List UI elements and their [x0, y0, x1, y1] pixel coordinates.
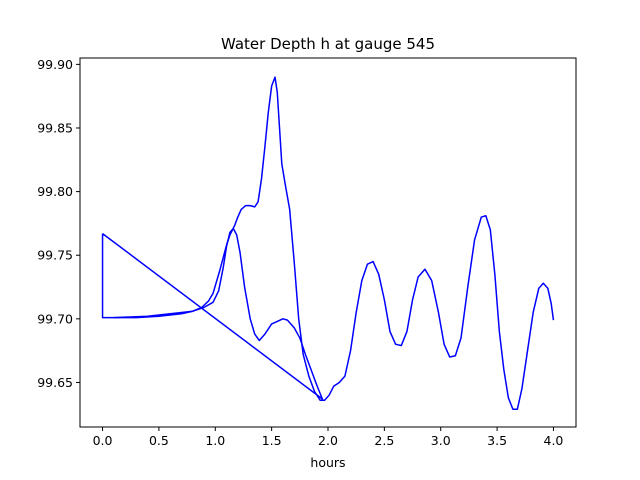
x-tick-label: 1.0: [205, 433, 225, 448]
x-tick-label: 0.5: [149, 433, 169, 448]
y-tick-label: 99.70: [37, 311, 73, 326]
series-line-1: [101, 227, 324, 400]
y-tick-label: 99.80: [37, 184, 73, 199]
x-tick-label: 3.5: [487, 433, 507, 448]
y-tick-label: 99.85: [37, 120, 73, 135]
y-axis: 99.65 99.70 99.75 99.80 99.85 99.90: [37, 57, 80, 390]
chart-title: Water Depth h at gauge 545: [221, 35, 435, 53]
y-tick-label: 99.75: [37, 248, 73, 263]
plot-frame: [79, 57, 577, 428]
x-tick-label: 0.0: [93, 433, 113, 448]
series-line-2: [113, 76, 555, 410]
x-tick-label: 1.5: [262, 433, 282, 448]
x-tick-label: 2.0: [318, 433, 338, 448]
y-tick-label: 99.65: [37, 375, 73, 390]
x-tick-label: 3.0: [431, 433, 451, 448]
x-tick-label: 2.5: [374, 433, 394, 448]
plot-lines: [101, 76, 555, 410]
y-tick-label: 99.90: [37, 57, 73, 72]
x-axis: 0.0 0.5 1.0 1.5 2.0 2.5 3.0 3.5 4.0: [93, 427, 564, 448]
x-axis-label: hours: [310, 455, 345, 470]
x-tick-label: 4.0: [544, 433, 564, 448]
